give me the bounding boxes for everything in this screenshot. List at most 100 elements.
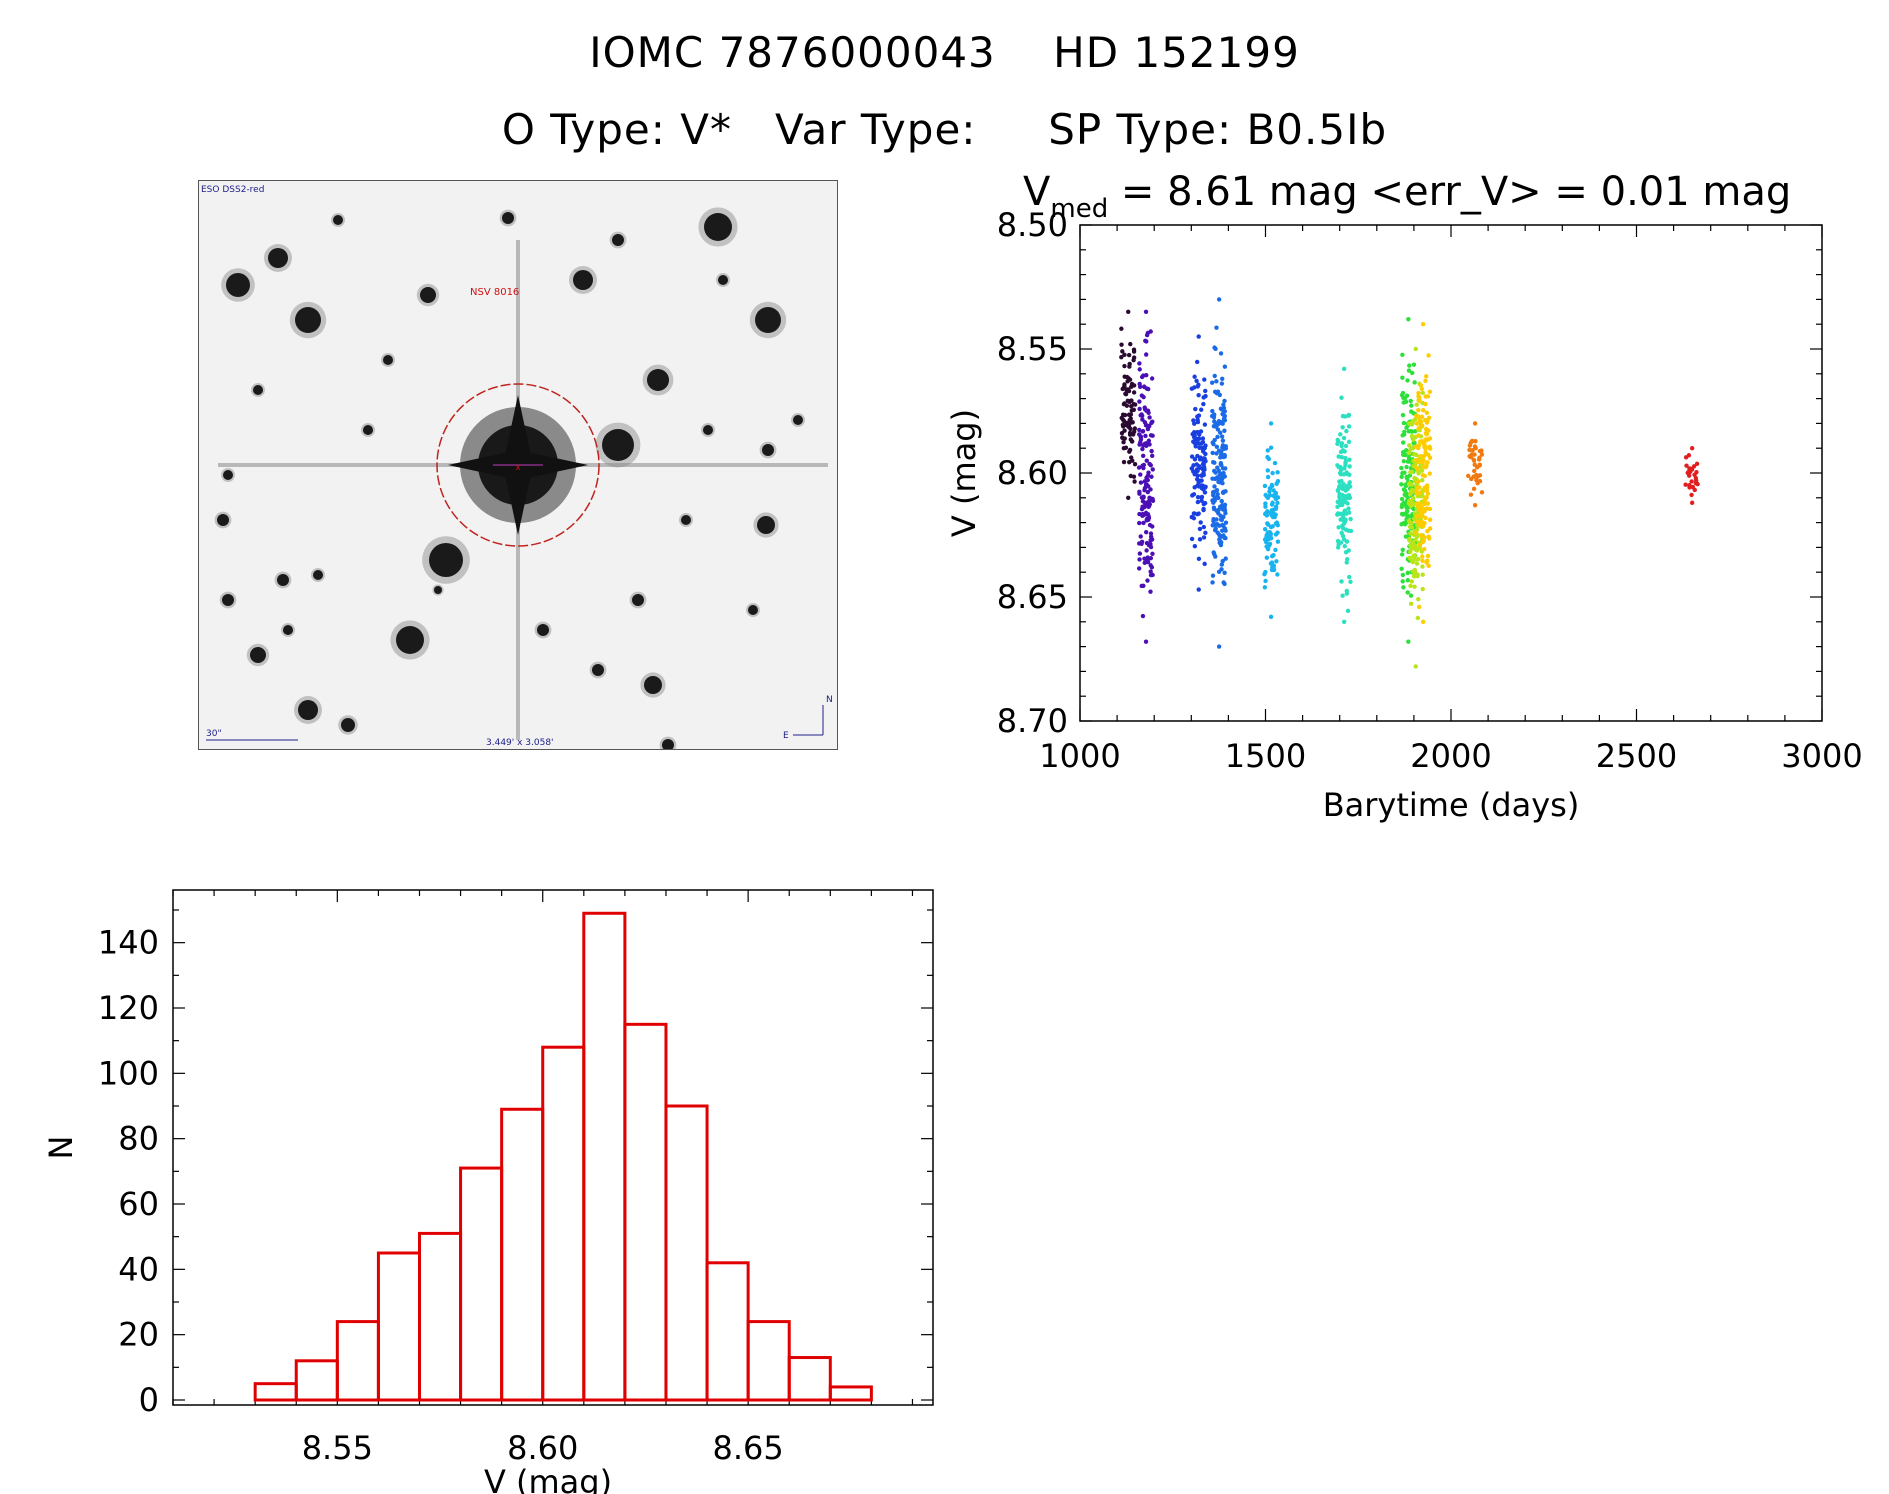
data-point bbox=[1211, 468, 1217, 474]
field-star bbox=[703, 425, 713, 435]
series-epoch-2065 bbox=[1466, 421, 1485, 508]
data-point bbox=[1686, 473, 1692, 478]
field-star bbox=[748, 605, 758, 615]
data-point bbox=[1346, 424, 1352, 429]
data-point bbox=[1131, 407, 1137, 412]
data-point bbox=[1467, 447, 1472, 453]
y-tick-label: 8.70 bbox=[997, 702, 1068, 740]
data-point bbox=[1219, 562, 1225, 567]
data-point bbox=[1689, 500, 1695, 505]
field-star bbox=[681, 515, 691, 525]
data-point bbox=[1414, 465, 1419, 471]
data-point bbox=[1190, 493, 1195, 498]
data-point bbox=[1343, 527, 1349, 532]
data-point bbox=[1147, 502, 1152, 507]
data-point bbox=[1123, 392, 1129, 397]
data-point bbox=[1128, 473, 1133, 479]
data-point bbox=[1141, 583, 1146, 588]
data-point bbox=[1120, 349, 1125, 354]
data-point bbox=[1121, 440, 1126, 445]
y-tick-label: 20 bbox=[118, 1316, 159, 1354]
data-point bbox=[1201, 472, 1206, 478]
data-point bbox=[1348, 579, 1353, 585]
data-point bbox=[1426, 534, 1431, 539]
data-point bbox=[1274, 559, 1279, 564]
data-point bbox=[1423, 378, 1428, 384]
y-tick-label: 140 bbox=[98, 924, 159, 962]
data-point bbox=[1211, 518, 1216, 524]
data-point bbox=[1267, 489, 1272, 494]
data-point bbox=[1210, 476, 1215, 481]
data-point bbox=[1339, 455, 1344, 460]
data-point bbox=[1340, 413, 1346, 419]
field-star bbox=[383, 355, 393, 365]
data-point bbox=[1427, 444, 1432, 450]
data-point bbox=[1199, 483, 1204, 488]
data-point bbox=[1343, 459, 1348, 464]
x-axis-label: Barytime (days) bbox=[1323, 786, 1580, 824]
data-point bbox=[1220, 438, 1226, 443]
field-star bbox=[755, 307, 781, 333]
data-point bbox=[1143, 441, 1149, 446]
data-point bbox=[1409, 546, 1415, 551]
data-point bbox=[1217, 540, 1222, 545]
data-point bbox=[1223, 556, 1228, 561]
data-point bbox=[1418, 439, 1423, 444]
data-point bbox=[1137, 399, 1142, 404]
data-point bbox=[1223, 520, 1229, 525]
data-point bbox=[1343, 488, 1349, 493]
data-point bbox=[1268, 445, 1274, 450]
field-star bbox=[757, 516, 775, 534]
data-point bbox=[1337, 483, 1343, 488]
data-point bbox=[1407, 524, 1413, 530]
data-point bbox=[1217, 480, 1223, 485]
data-point bbox=[1421, 458, 1426, 463]
data-point bbox=[1343, 455, 1348, 461]
data-point bbox=[1215, 465, 1220, 470]
data-point bbox=[1416, 390, 1421, 396]
data-point bbox=[1337, 470, 1343, 476]
data-point bbox=[1214, 451, 1219, 456]
data-point bbox=[1426, 353, 1431, 358]
x-tick-label: 3000 bbox=[1781, 737, 1862, 775]
data-point bbox=[1216, 507, 1221, 513]
data-point bbox=[1196, 556, 1202, 562]
data-point bbox=[1687, 483, 1692, 488]
data-point bbox=[1422, 498, 1428, 503]
data-point bbox=[1409, 579, 1414, 584]
field-star bbox=[718, 275, 728, 285]
data-point bbox=[1425, 394, 1431, 399]
data-point bbox=[1424, 410, 1430, 415]
data-point bbox=[1270, 565, 1275, 570]
data-point bbox=[1141, 520, 1146, 526]
data-point bbox=[1266, 537, 1271, 542]
data-point bbox=[1346, 439, 1352, 445]
fov-label: 3.449' x 3.058' bbox=[486, 738, 554, 748]
data-point bbox=[1266, 522, 1271, 527]
data-point bbox=[1148, 531, 1154, 536]
data-point bbox=[1149, 537, 1155, 542]
y-tick-label: 40 bbox=[118, 1250, 159, 1288]
data-point bbox=[1199, 498, 1204, 503]
data-point bbox=[1126, 309, 1131, 314]
data-point bbox=[1150, 453, 1155, 459]
data-point bbox=[1137, 367, 1142, 372]
series-epoch-1320 bbox=[1189, 334, 1208, 592]
field-star bbox=[573, 270, 593, 290]
data-point bbox=[1472, 468, 1477, 474]
data-point bbox=[1265, 495, 1271, 501]
data-point bbox=[1469, 439, 1475, 444]
field-star bbox=[420, 287, 436, 303]
data-point bbox=[1341, 366, 1347, 372]
data-point bbox=[1344, 539, 1349, 544]
field-star bbox=[363, 425, 373, 435]
y-tick-label: 0 bbox=[139, 1381, 159, 1419]
data-point bbox=[1401, 500, 1407, 506]
data-point bbox=[1406, 317, 1411, 322]
data-point bbox=[1417, 542, 1423, 547]
data-point bbox=[1471, 457, 1477, 463]
data-point bbox=[1347, 457, 1352, 462]
data-point bbox=[1148, 496, 1154, 501]
data-point bbox=[1408, 549, 1413, 555]
